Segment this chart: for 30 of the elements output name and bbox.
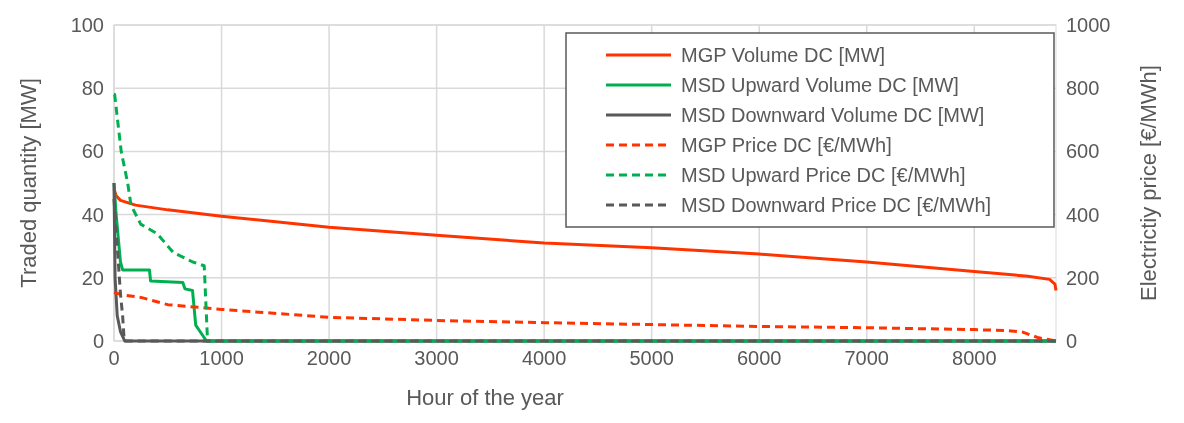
legend-label: MSD Downward Price DC [€/MWh] <box>681 194 992 216</box>
x-tick-label: 8000 <box>952 347 997 369</box>
x-tick-label: 0 <box>108 347 120 369</box>
legend-label: MGP Price DC [€/MWh] <box>681 134 892 156</box>
x-tick-label: 3000 <box>414 347 459 369</box>
y-tick-label: 80 <box>81 77 104 100</box>
x-axis-title: Hour of the year <box>406 385 564 410</box>
y2-tick-label: 600 <box>1066 140 1100 163</box>
legend-label: MGP Volume DC [MW] <box>681 44 886 66</box>
x-tick-label: 6000 <box>736 347 782 369</box>
x-tick-label: 4000 <box>521 347 567 369</box>
x-tick-label: 1000 <box>199 347 244 369</box>
y2-tick-label: 0 <box>1066 330 1078 352</box>
x-tick-label: 7000 <box>844 347 889 369</box>
y2-tick-label: 400 <box>1066 203 1100 226</box>
y-tick-label: 100 <box>70 14 104 36</box>
y2-tick-label: 800 <box>1066 77 1100 100</box>
legend-label: MSD Downward Volume DC [MW] <box>681 104 985 126</box>
y2-axis-title: Electrictiy price [€/MWh] <box>1136 65 1161 301</box>
y-tick-label: 0 <box>92 330 104 352</box>
y-tick-label: 40 <box>81 203 104 226</box>
y2-tick-label: 1000 <box>1066 14 1111 36</box>
x-tick-label: 2000 <box>306 347 352 369</box>
y-tick-label: 60 <box>81 140 104 163</box>
y2-tick-label: 200 <box>1066 266 1100 289</box>
y-axis-title: Traded quantity [MW] <box>16 78 41 288</box>
legend-label: MSD Upward Price DC [€/MWh] <box>681 164 966 186</box>
legend-label: MSD Upward Volume DC [MW] <box>681 74 959 96</box>
y-tick-label: 20 <box>81 266 104 289</box>
x-tick-label: 5000 <box>629 347 674 369</box>
